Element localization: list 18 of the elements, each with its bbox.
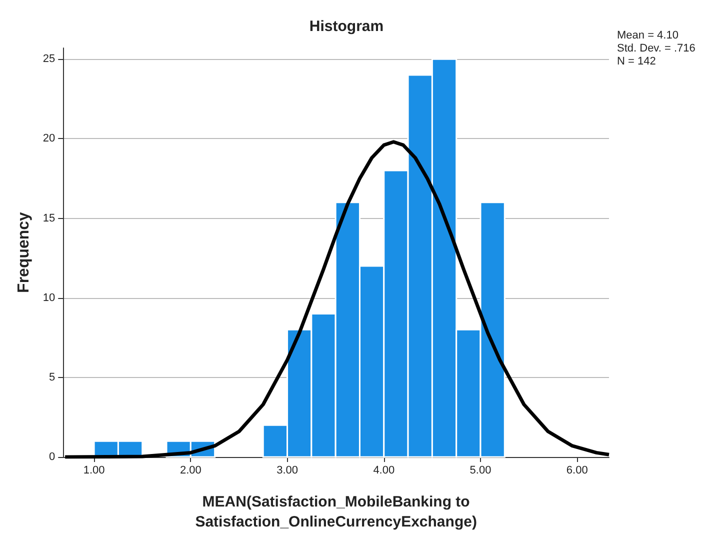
y-tick-label: 0 (49, 451, 56, 463)
x-tick-label: 6.00 (566, 464, 588, 476)
y-tick-label: 5 (49, 371, 56, 384)
x-tick-label: 5.00 (470, 464, 492, 476)
x-axis-title: MEAN(Satisfaction_MobileBanking to Satisfaction_OnlineCurrencyExchange) (195, 494, 477, 530)
x-tick-label: 2.00 (180, 464, 202, 476)
text: Std. Dev. = .716 (617, 42, 696, 54)
chart-title: Histogram (309, 18, 384, 35)
x-tick-label: 1.00 (83, 464, 105, 476)
y-axis-title: Frequency (16, 212, 32, 293)
y-tick-label: 25 (42, 53, 56, 66)
x-tick-label: 3.00 (276, 464, 298, 476)
y-tick-label: 20 (42, 132, 56, 145)
text: Mean = 4.10 (617, 30, 678, 42)
x-tick-label: 4.00 (373, 464, 395, 476)
y-tick-label: 15 (42, 212, 56, 224)
y-tick-label: 10 (42, 292, 56, 304)
text: N = 142 (617, 56, 656, 68)
